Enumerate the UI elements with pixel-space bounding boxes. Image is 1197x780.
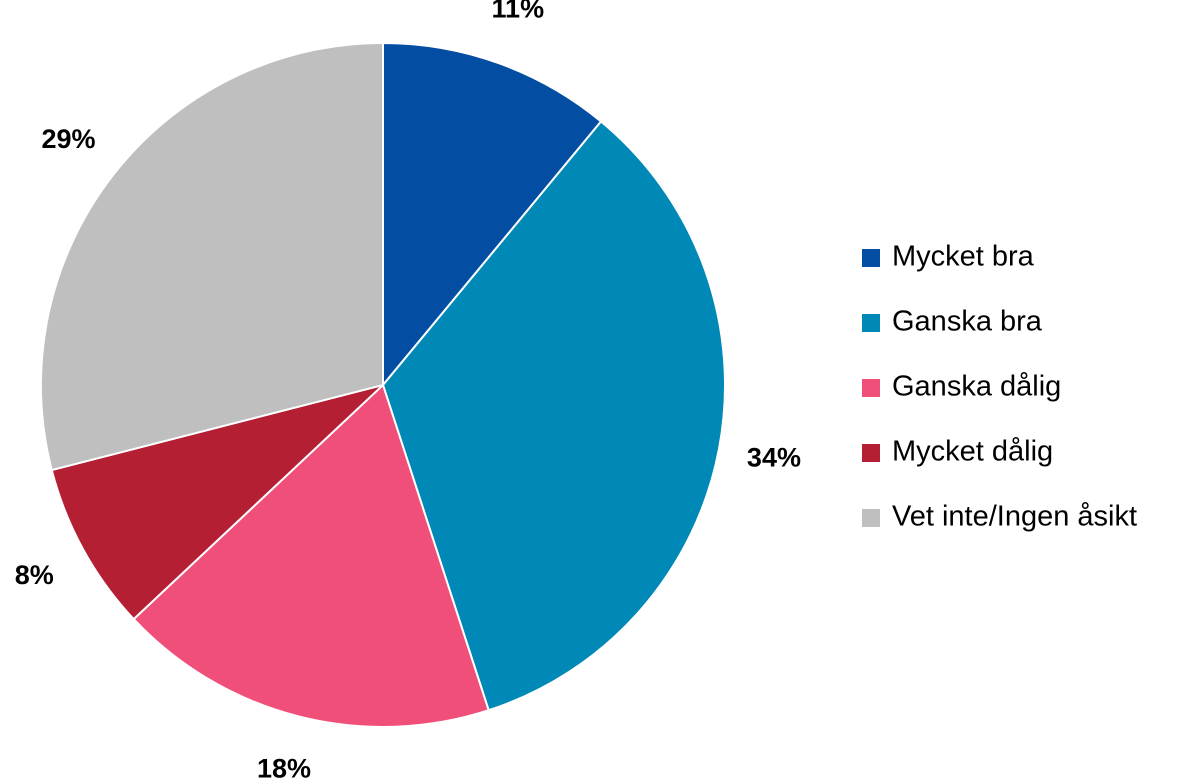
pie-slice bbox=[50, 384, 384, 621]
legend-label: Vet inte/Ingen åsikt bbox=[892, 501, 1137, 533]
legend-swatch bbox=[862, 509, 880, 527]
pie-slice bbox=[40, 41, 384, 472]
data-label: 29% bbox=[41, 124, 95, 154]
pie-slice bbox=[382, 41, 603, 388]
data-label: 34% bbox=[747, 443, 801, 473]
pie-slice bbox=[132, 383, 490, 728]
legend-swatch bbox=[862, 444, 880, 462]
legend-label: Mycket bra bbox=[892, 241, 1035, 273]
legend-label: Ganska bra bbox=[892, 306, 1043, 338]
data-label: 8% bbox=[15, 560, 54, 590]
pie-slice bbox=[381, 120, 726, 712]
legend-swatch bbox=[862, 379, 880, 397]
legend-label: Ganska dålig bbox=[892, 371, 1061, 403]
data-label: 11% bbox=[492, 0, 545, 24]
legend-label: Mycket dålig bbox=[892, 436, 1053, 468]
data-label: 18% bbox=[257, 754, 311, 780]
legend-swatch bbox=[862, 314, 880, 332]
legend-swatch bbox=[862, 249, 880, 267]
